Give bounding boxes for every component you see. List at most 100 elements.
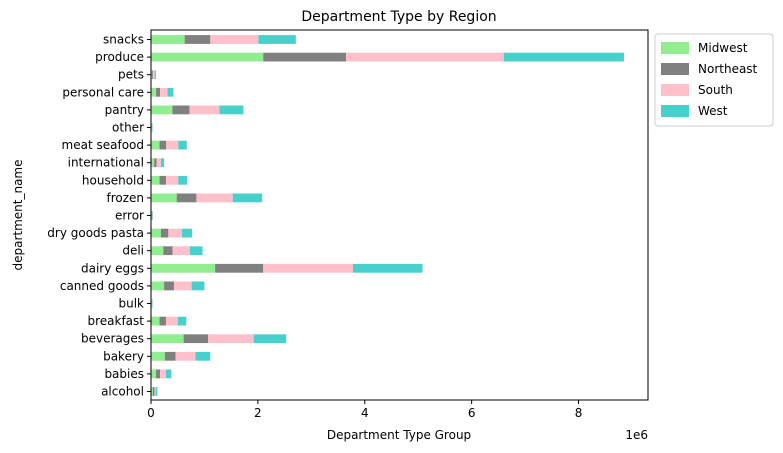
legend-label-midwest: Midwest	[698, 41, 748, 55]
bar-segment-babies-northeast	[156, 369, 161, 379]
y-tick-label: personal care	[62, 85, 144, 99]
y-tick-label: babies	[104, 367, 144, 381]
bar-segment-beverages-south	[208, 334, 254, 344]
y-tick-label: frozen	[106, 191, 144, 205]
bar-segment-breakfast-northeast	[159, 316, 166, 326]
bar-segment-beverages-northeast	[183, 334, 209, 344]
bar-segment-frozen-west	[232, 193, 263, 203]
bar-segment-other-south	[151, 123, 153, 132]
bar-segment-frozen-south	[196, 193, 233, 203]
bar-segment-produce-west	[503, 52, 624, 62]
bar-segment-household-south	[165, 175, 179, 185]
legend: Midwest Northeast South West	[654, 33, 774, 127]
bar-segment-bakery-south	[175, 351, 196, 361]
bar-segment-pets-west	[154, 70, 156, 80]
y-tick-label: deli	[122, 244, 144, 258]
x-axis-label: Department Type Group	[327, 428, 471, 442]
bar-segment-frozen-midwest	[151, 193, 177, 203]
bar-segment-snacks-west	[258, 35, 296, 44]
bar-segment-beverages-midwest	[151, 334, 184, 344]
legend-frame	[654, 33, 774, 127]
bar-segment-babies-west	[165, 369, 172, 379]
x-tick-label: 6	[468, 406, 476, 420]
bar-segment-breakfast-west	[177, 316, 187, 326]
x-tick-label: 0	[147, 406, 155, 420]
bar-segment-pantry-south	[189, 105, 220, 115]
bar-segment-bakery-west	[195, 351, 211, 361]
bar-segment-dairy-eggs-midwest	[151, 263, 216, 273]
bar-segment-frozen-northeast	[176, 193, 197, 203]
bar-segment-alcohol-west	[155, 387, 158, 396]
bar-segment-meat-seafood-south	[166, 140, 179, 150]
y-tick-label: alcohol	[101, 385, 144, 399]
y-tick-label: bulk	[118, 297, 144, 311]
bar-segment-pets-south	[153, 70, 155, 80]
bar-segment-canned-goods-northeast	[164, 281, 174, 291]
legend-label-northeast: Northeast	[698, 62, 758, 76]
bar-segment-produce-south	[346, 52, 504, 62]
y-axis-label: department_name	[11, 159, 25, 270]
bar-segment-household-midwest	[151, 175, 160, 185]
y-tick-label: produce	[95, 50, 144, 64]
y-tick-label: bakery	[103, 349, 144, 363]
bar-segment-personal-care-south	[160, 87, 168, 97]
bar-segment-dairy-eggs-west	[353, 263, 423, 273]
bar-segment-breakfast-south	[165, 316, 178, 326]
bars-layer	[151, 35, 624, 396]
bar-segment-international-south	[156, 158, 161, 168]
bar-segment-snacks-south	[210, 35, 259, 44]
legend-label-west: West	[698, 104, 728, 118]
bar-segment-produce-northeast	[263, 52, 347, 62]
y-tick-label: pantry	[105, 103, 144, 117]
chart-title: Department Type by Region	[301, 9, 496, 25]
bar-segment-canned-goods-south	[173, 281, 192, 291]
y-tick-label: international	[68, 156, 144, 170]
x-axis-ticks: 0 2 4 6 8	[147, 400, 582, 420]
legend-swatch-northeast	[661, 63, 689, 75]
x-tick-label: 2	[254, 406, 262, 420]
y-tick-label: meat seafood	[62, 138, 144, 152]
bar-segment-household-west	[178, 175, 188, 185]
y-tick-label: breakfast	[87, 314, 144, 328]
bar-segment-dairy-eggs-south	[263, 263, 354, 273]
bar-segment-pantry-west	[219, 105, 244, 115]
bar-segment-beverages-west	[253, 334, 287, 344]
bar-segment-alcohol-northeast	[152, 387, 155, 396]
bar-segment-deli-midwest	[151, 246, 164, 256]
legend-swatch-south	[661, 84, 689, 96]
bar-segment-meat-seafood-midwest	[151, 140, 160, 150]
bar-segment-produce-midwest	[151, 52, 264, 62]
bar-segment-deli-south	[172, 246, 190, 256]
bar-segment-babies-midwest	[151, 369, 157, 379]
legend-label-south: South	[698, 83, 733, 97]
plot-frame	[150, 29, 649, 401]
bar-segment-snacks-northeast	[184, 35, 211, 44]
bar-segment-babies-south	[160, 369, 166, 379]
bar-segment-dairy-eggs-northeast	[215, 263, 264, 273]
bar-segment-personal-care-midwest	[151, 87, 157, 97]
bar-segment-dry-goods-pasta-northeast	[160, 228, 169, 238]
x-axis-scale-label: 1e6	[625, 428, 648, 442]
bar-segment-canned-goods-west	[191, 281, 205, 291]
bar-segment-international-west	[160, 158, 165, 168]
bar-segment-bakery-midwest	[151, 351, 165, 361]
bar-segment-personal-care-west	[167, 87, 174, 97]
bar-segment-alcohol-south	[154, 387, 156, 396]
bar-segment-deli-west	[189, 246, 203, 256]
legend-swatch-midwest	[661, 42, 689, 54]
bar-segment-international-northeast	[154, 158, 157, 168]
bar-segment-pets-midwest	[151, 70, 153, 80]
y-tick-label: household	[82, 173, 144, 187]
bar-segment-pets-northeast	[152, 70, 154, 80]
y-axis-ticks: alcohol babies bakery beverages breakfast bul…	[47, 33, 151, 399]
bar-segment-canned-goods-midwest	[151, 281, 165, 291]
y-tick-label: other	[112, 121, 144, 135]
bar-segment-deli-northeast	[163, 246, 173, 256]
y-tick-label: pets	[118, 68, 144, 82]
bar-segment-bakery-northeast	[164, 351, 176, 361]
y-tick-label: error	[115, 209, 144, 223]
bar-segment-snacks-midwest	[151, 35, 185, 44]
x-tick-label: 8	[575, 406, 583, 420]
bar-segment-dry-goods-pasta-south	[168, 228, 182, 238]
